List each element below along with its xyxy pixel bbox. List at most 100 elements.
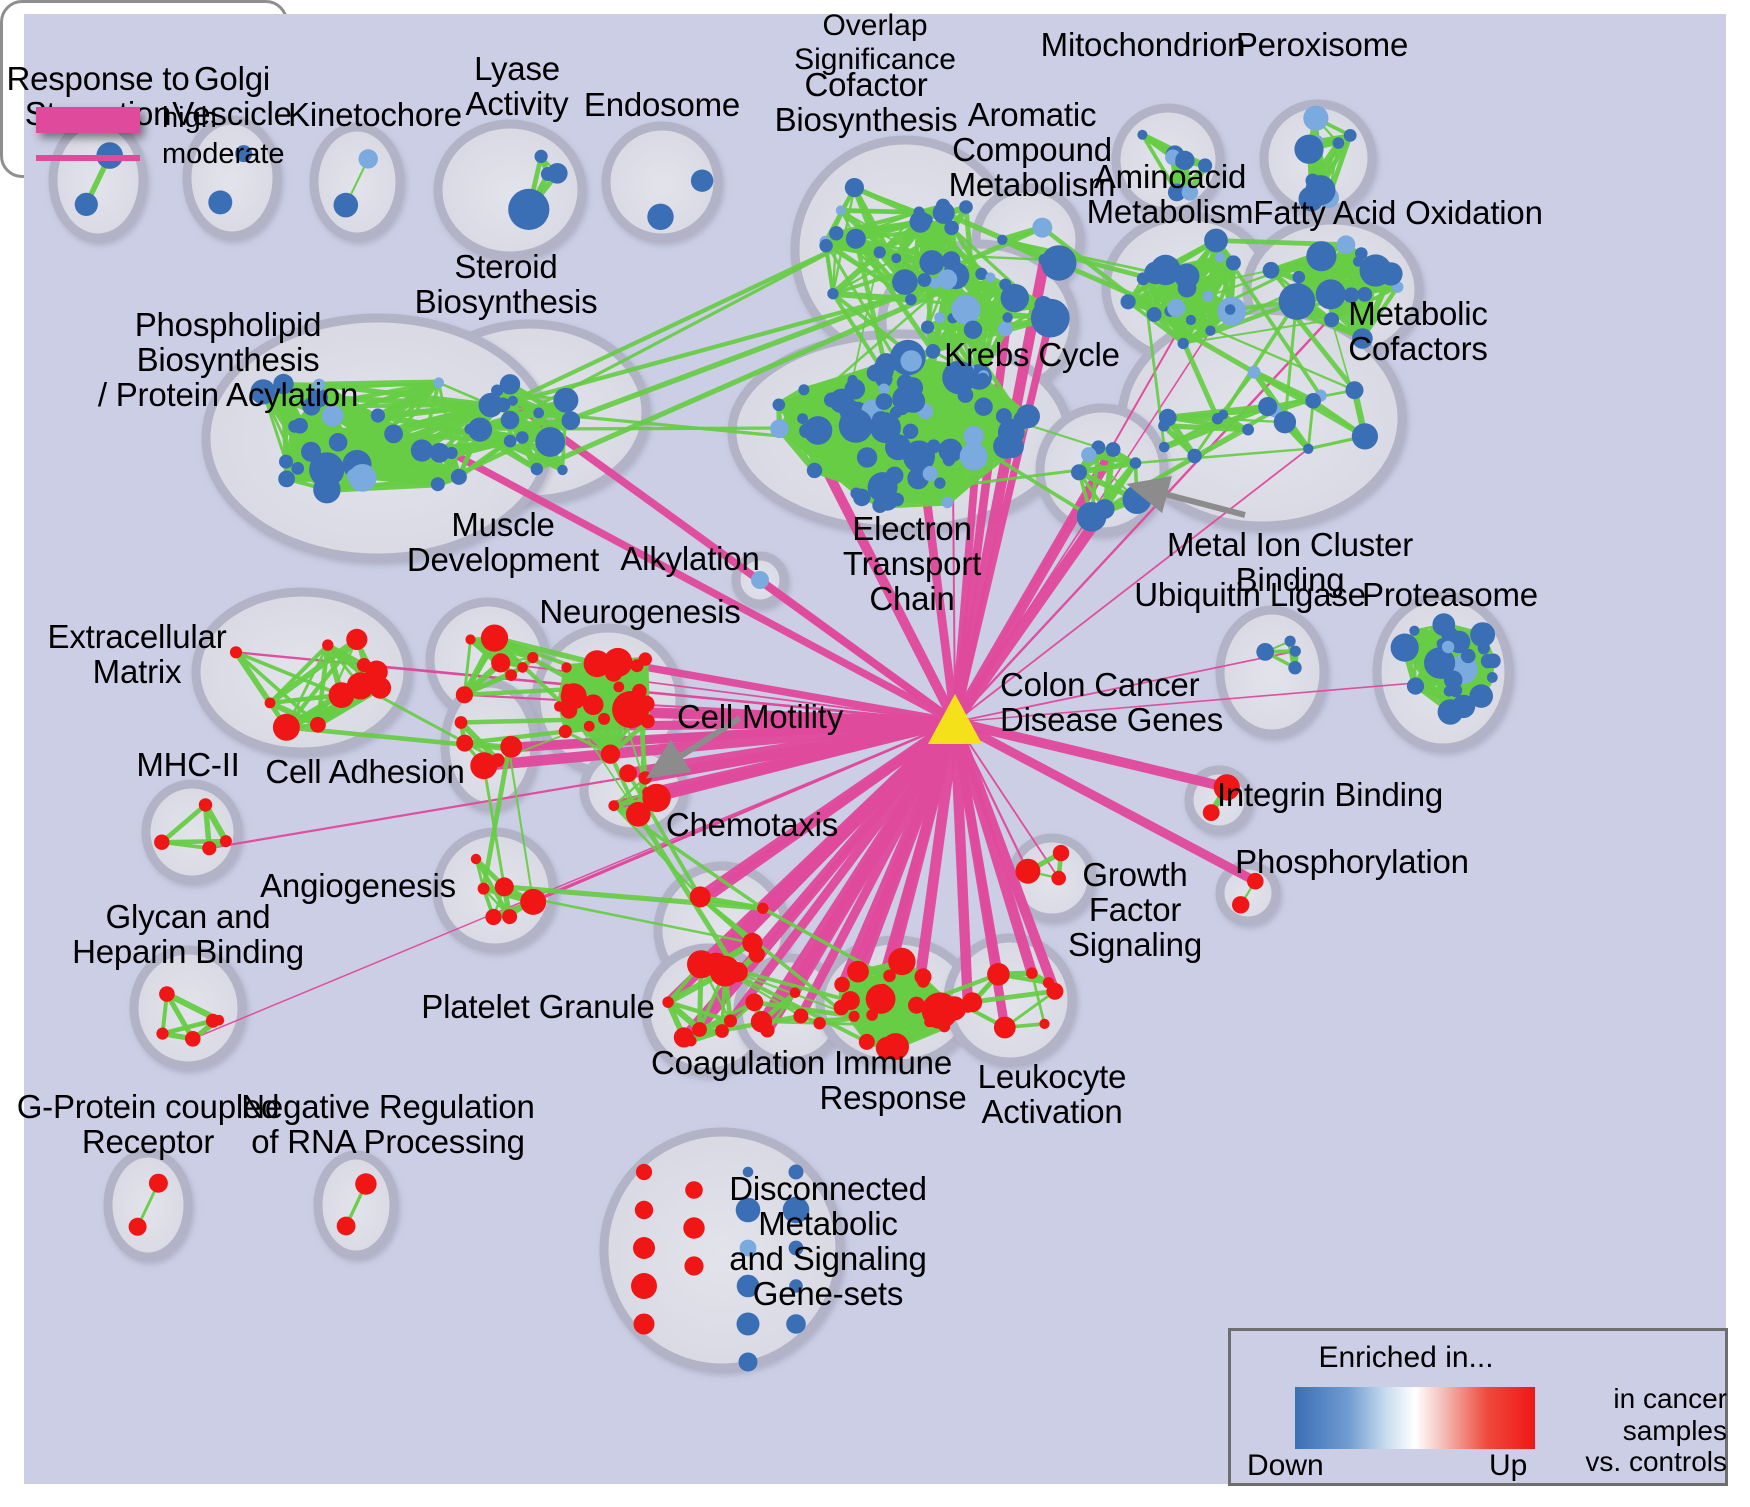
gene-set-node[interactable]	[470, 853, 482, 865]
gene-set-node[interactable]	[1284, 635, 1296, 647]
gene-set-node[interactable]	[273, 373, 294, 395]
gene-set-node[interactable]	[1158, 441, 1170, 453]
gene-set-node[interactable]	[1039, 1018, 1050, 1029]
gene-set-node[interactable]	[942, 453, 956, 467]
gene-set-node[interactable]	[647, 203, 674, 230]
gene-set-node[interactable]	[782, 1196, 810, 1224]
gene-set-node[interactable]	[1232, 896, 1250, 914]
gene-set-node[interactable]	[1303, 105, 1329, 131]
gene-set-node[interactable]	[925, 344, 941, 359]
gene-set-node[interactable]	[909, 211, 932, 233]
gene-set-node[interactable]	[917, 975, 930, 988]
gene-set-node[interactable]	[745, 993, 764, 1012]
gene-set-node[interactable]	[1202, 804, 1220, 821]
gene-set-node[interactable]	[934, 312, 946, 324]
gene-set-node[interactable]	[835, 205, 846, 216]
gene-set-node[interactable]	[635, 1163, 653, 1181]
gene-set-node[interactable]	[858, 1033, 875, 1050]
gene-set-node[interactable]	[724, 1014, 737, 1028]
gene-set-node[interactable]	[1105, 442, 1121, 457]
gene-set-node[interactable]	[806, 462, 823, 479]
gene-set-node[interactable]	[788, 1164, 804, 1180]
gene-set-node[interactable]	[1306, 241, 1337, 272]
gene-set-node[interactable]	[829, 226, 844, 241]
gene-set-node[interactable]	[1294, 134, 1324, 164]
gene-set-node[interactable]	[892, 269, 918, 295]
gene-set-node[interactable]	[502, 742, 516, 756]
gene-set-node[interactable]	[235, 145, 253, 163]
gene-set-node[interactable]	[1332, 137, 1345, 149]
gene-set-node[interactable]	[148, 1173, 168, 1193]
gene-set-node[interactable]	[1002, 312, 1013, 323]
gene-set-node[interactable]	[926, 439, 941, 454]
gene-set-node[interactable]	[1469, 684, 1493, 708]
gene-set-node[interactable]	[1379, 262, 1403, 286]
gene-set-node[interactable]	[850, 487, 863, 500]
gene-set-node[interactable]	[1273, 411, 1297, 434]
gene-set-node[interactable]	[1041, 245, 1077, 281]
gene-set-node[interactable]	[582, 694, 604, 715]
gene-set-node[interactable]	[1460, 648, 1476, 664]
gene-set-node[interactable]	[748, 946, 765, 963]
gene-set-node[interactable]	[313, 476, 341, 504]
gene-set-node[interactable]	[902, 423, 919, 439]
gene-set-node[interactable]	[1406, 677, 1425, 695]
gene-set-node[interactable]	[1315, 279, 1346, 310]
gene-set-node[interactable]	[959, 200, 973, 214]
gene-set-node[interactable]	[963, 320, 983, 339]
gene-set-node[interactable]	[598, 712, 611, 725]
gene-set-node[interactable]	[1242, 423, 1254, 436]
gene-set-node[interactable]	[1202, 290, 1214, 302]
gene-set-node[interactable]	[919, 250, 945, 275]
gene-set-node[interactable]	[503, 434, 517, 448]
gene-set-node[interactable]	[1343, 129, 1357, 142]
gene-set-node[interactable]	[888, 947, 916, 976]
gene-set-node[interactable]	[937, 269, 958, 290]
gene-set-node[interactable]	[997, 321, 1013, 337]
gene-set-node[interactable]	[751, 571, 769, 589]
gene-set-node[interactable]	[583, 650, 611, 678]
gene-set-node[interactable]	[370, 408, 385, 423]
gene-set-node[interactable]	[1305, 393, 1321, 409]
gene-set-node[interactable]	[264, 697, 276, 709]
gene-set-node[interactable]	[288, 420, 301, 433]
gene-set-node[interactable]	[631, 1273, 657, 1299]
gene-set-node[interactable]	[905, 293, 917, 306]
gene-set-node[interactable]	[410, 439, 433, 462]
hub-triangle-icon[interactable]	[928, 694, 982, 744]
gene-set-node[interactable]	[873, 246, 886, 259]
gene-set-node[interactable]	[1167, 183, 1186, 202]
gene-set-node[interactable]	[1032, 217, 1053, 238]
gene-set-node[interactable]	[445, 446, 458, 460]
gene-set-node[interactable]	[470, 752, 498, 780]
gene-set-node[interactable]	[1292, 270, 1306, 284]
gene-set-node[interactable]	[687, 950, 716, 979]
gene-set-node[interactable]	[975, 267, 988, 280]
gene-set-node[interactable]	[1205, 325, 1216, 336]
gene-set-node[interactable]	[1129, 457, 1142, 469]
gene-set-node[interactable]	[553, 387, 579, 413]
gene-set-node[interactable]	[1278, 283, 1316, 320]
gene-set-node[interactable]	[1357, 287, 1373, 302]
gene-set-node[interactable]	[865, 984, 896, 1014]
gene-set-node[interactable]	[499, 374, 521, 395]
gene-set-node[interactable]	[683, 1217, 705, 1239]
gene-set-node[interactable]	[709, 955, 741, 987]
gene-set-node[interactable]	[562, 683, 573, 695]
gene-set-node[interactable]	[1345, 381, 1364, 400]
gene-set-node[interactable]	[870, 412, 901, 444]
gene-set-node[interactable]	[527, 652, 539, 664]
gene-set-node[interactable]	[1451, 694, 1476, 719]
gene-set-node[interactable]	[1030, 298, 1070, 338]
gene-set-node[interactable]	[490, 753, 505, 768]
gene-set-node[interactable]	[454, 716, 468, 729]
gene-set-node[interactable]	[869, 484, 884, 499]
gene-set-node[interactable]	[845, 228, 866, 249]
gene-set-node[interactable]	[208, 190, 233, 215]
gene-set-node[interactable]	[685, 1181, 703, 1199]
gene-set-node[interactable]	[535, 427, 566, 457]
gene-set-node[interactable]	[433, 377, 445, 389]
gene-set-node[interactable]	[1016, 404, 1040, 429]
gene-set-node[interactable]	[739, 1239, 757, 1257]
gene-set-node[interactable]	[1225, 255, 1241, 271]
